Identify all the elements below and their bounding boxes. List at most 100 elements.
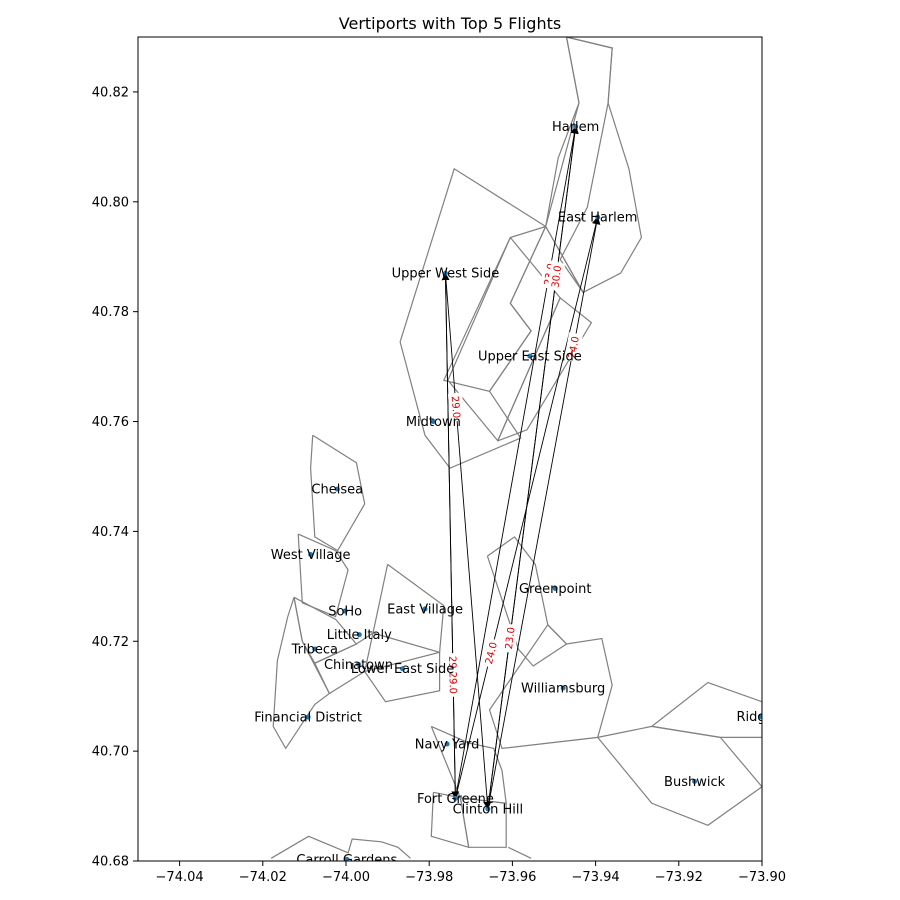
x-tick-label: −73.96 <box>488 870 536 885</box>
vertiport-point <box>485 806 491 812</box>
vertiport-label: Midtown <box>406 415 461 430</box>
neighborhood-boundaries <box>270 37 762 859</box>
vertiport-label: Lower East Side <box>351 662 454 677</box>
vertiport-labels: Harlem East Harlem Upper West Side Upper Ea… <box>254 120 784 868</box>
vertiport-point <box>444 741 450 747</box>
vertiport-label: Clinton Hill <box>453 802 524 817</box>
neighborhood-boundary <box>309 434 366 552</box>
flight-label-background <box>480 637 502 669</box>
vertiport-point <box>452 795 458 801</box>
flight-label: 29.0 <box>445 668 461 697</box>
vertiport-label: Ridgew <box>736 710 784 725</box>
flight-label-background <box>547 261 566 292</box>
flight-arrow <box>444 273 492 810</box>
flight-label: 29.0 <box>447 392 465 422</box>
flight-label: 30.0 <box>547 261 566 292</box>
x-tick-label: −73.98 <box>405 870 453 885</box>
neighborhood-boundary <box>651 681 762 738</box>
vertiport-label: Bushwick <box>664 775 726 790</box>
flight-arrows <box>441 125 601 810</box>
vertiport-point <box>334 486 340 492</box>
neighborhood-boundary <box>545 37 613 293</box>
vertiport-label: Upper West Side <box>392 267 500 282</box>
flight-arrow <box>454 125 579 799</box>
x-tick-label: −74.00 <box>322 870 370 885</box>
vertiport-point <box>552 586 558 592</box>
flight-label: 23.0 <box>501 623 519 653</box>
x-tick-label: −74.02 <box>239 870 287 885</box>
neighborhood-boundary <box>507 846 532 859</box>
vertiport-point <box>573 124 579 130</box>
vertiport-point <box>308 551 314 557</box>
vertiport-label: Greenpoint <box>519 582 592 597</box>
flight-label: 24.0 <box>564 332 583 363</box>
vertiport-label: East Village <box>387 602 463 617</box>
flight-label-text: 24.0 <box>567 336 582 360</box>
vertiport-point <box>560 685 566 691</box>
flight-label-background <box>447 392 465 422</box>
vertiport-point <box>355 661 361 667</box>
vertiport-point <box>312 646 318 652</box>
y-tick-label: 40.72 <box>92 635 129 650</box>
vertiport-point <box>595 214 601 220</box>
vertiport-label: Little Italy <box>327 628 392 643</box>
vertiport-label: Upper East Side <box>478 350 582 365</box>
vertiport-label: Fort Greene <box>417 792 494 807</box>
flight-label-text: 29.0 <box>446 672 457 694</box>
vertiport-label: Williamsburg <box>521 681 605 696</box>
flight-label-text: 23.0 <box>504 627 518 650</box>
vertiport-label: Tribeca <box>291 642 338 657</box>
neighborhood-boundary <box>270 835 411 859</box>
flight-label: 24.0 <box>480 637 502 669</box>
vertiport-label: East Harlem <box>558 211 638 226</box>
map-title: Vertiports with Top 5 Flights <box>339 14 561 33</box>
vertiport-label: Harlem <box>552 120 599 135</box>
flight-label-background <box>564 332 583 363</box>
flight-labels: 23.024.029.029.029.023.024.030.0 <box>445 259 583 697</box>
vertiport-point <box>692 778 698 784</box>
vertiport-point <box>422 606 428 612</box>
y-axis: 40.68 40.70 40.72 40.74 40.76 40.78 40.80 40.82 <box>92 85 138 870</box>
vertiport-point <box>305 714 311 720</box>
neighborhood-boundary <box>545 37 643 294</box>
flight-label-background <box>501 623 519 653</box>
vertiport-point <box>430 419 436 425</box>
y-tick-label: 40.68 <box>92 855 129 870</box>
vertiport-label: Financial District <box>254 711 362 726</box>
y-tick-label: 40.80 <box>92 195 129 210</box>
vertiport-point <box>342 608 348 614</box>
y-tick-label: 40.70 <box>92 745 129 760</box>
vertiport-label: Navy Yard <box>415 737 480 752</box>
vertiport-point <box>442 270 448 276</box>
y-tick-label: 40.78 <box>92 305 129 320</box>
flight-label-text: 29.0 <box>449 396 462 419</box>
vertiport-label: SoHo <box>328 605 362 620</box>
plot-frame <box>137 36 763 862</box>
vertiport-label: Carroll Gardens <box>296 853 397 868</box>
vertiport-point <box>400 666 406 672</box>
flight-arrow <box>444 273 460 800</box>
plot-area: 23.024.029.029.029.023.024.030.0 HarlemE… <box>254 37 784 868</box>
vertiport-points <box>305 124 762 861</box>
flight-label-text: 29.0 <box>446 656 457 678</box>
flight-label-text: 30.0 <box>550 265 564 288</box>
neighborhood-boundary <box>459 797 507 848</box>
vertiport-label: Chelsea <box>311 483 363 498</box>
flight-label-text: 24.0 <box>484 641 500 665</box>
flight-label-background <box>445 668 461 697</box>
vertiport-point <box>527 353 533 359</box>
vertiport-label: West Village <box>271 548 351 563</box>
x-tick-label: −73.92 <box>655 870 703 885</box>
x-tick-label: −73.94 <box>572 870 620 885</box>
flight-arrow <box>487 216 601 809</box>
vertiport-point <box>344 856 350 861</box>
x-axis: −74.04 −74.02 −74.00 −73.98 −73.96 −73.94 −73.… <box>156 861 786 885</box>
y-tick-label: 40.82 <box>92 85 129 100</box>
x-tick-label: −74.04 <box>156 870 204 885</box>
y-tick-label: 40.76 <box>92 415 129 430</box>
vertiport-point <box>757 714 762 720</box>
neighborhood-boundary <box>364 651 441 703</box>
vertiport-point <box>356 632 362 638</box>
vertiport-label: Chinatown <box>324 658 393 673</box>
